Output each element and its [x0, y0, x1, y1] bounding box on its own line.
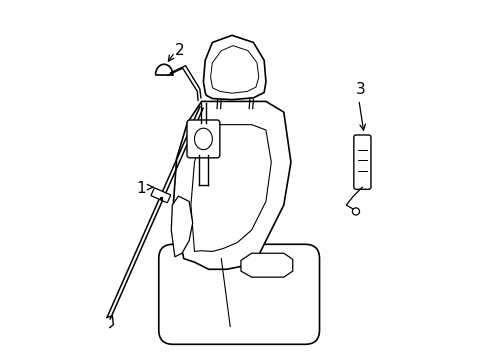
- FancyBboxPatch shape: [353, 135, 370, 189]
- Circle shape: [352, 208, 359, 215]
- Bar: [151, 188, 170, 203]
- Text: 3: 3: [355, 82, 365, 97]
- Polygon shape: [241, 253, 292, 277]
- Text: 2: 2: [174, 43, 184, 58]
- Polygon shape: [190, 125, 271, 251]
- Polygon shape: [171, 196, 192, 257]
- Polygon shape: [210, 46, 258, 93]
- FancyBboxPatch shape: [186, 120, 220, 158]
- FancyBboxPatch shape: [159, 244, 319, 344]
- Text: 1: 1: [136, 181, 145, 197]
- Polygon shape: [173, 102, 290, 269]
- Polygon shape: [203, 35, 265, 100]
